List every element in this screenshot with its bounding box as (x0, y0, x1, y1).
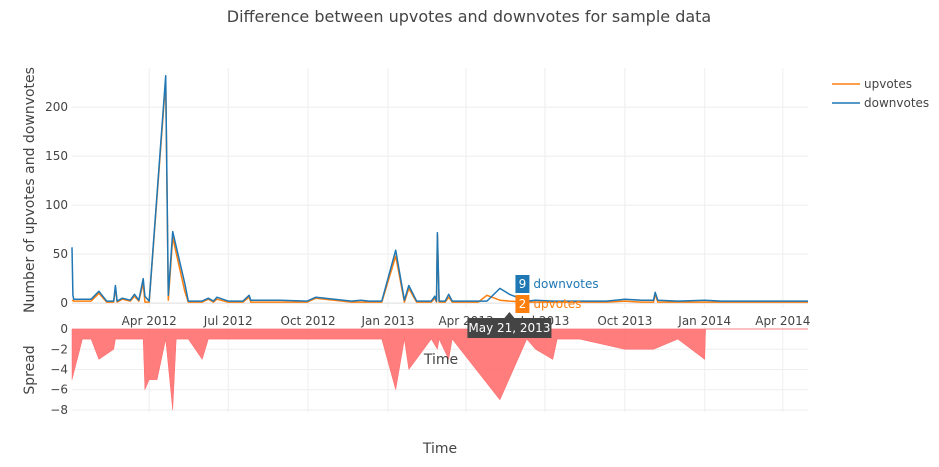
x-tick-label: Apr 2012 (122, 314, 177, 328)
spread-area-fill[interactable] (71, 328, 808, 411)
top-y-axis-title: Number of upvotes and downvotes (22, 67, 38, 313)
top-y-tick-label: 0 (60, 296, 68, 310)
bottom-y-tick-label: 0 (60, 322, 68, 336)
x-tick-label: Oct 2012 (281, 314, 336, 328)
x-tick-label: Oct 2013 (597, 314, 652, 328)
top-y-tick-label: 200 (45, 100, 68, 114)
bottom-x-axis-title: Time (422, 441, 457, 457)
hover-value-box (515, 295, 530, 313)
x-tick-label: Jan 2014 (677, 314, 731, 328)
hover-tooltip: 9 downvotes 2 upvotes May 21, 2013 (467, 275, 599, 338)
hover-series-label: downvotes (533, 277, 598, 291)
spread-area[interactable] (71, 328, 808, 411)
legend[interactable]: upvotes downvotes (832, 77, 929, 110)
hover-date-label: May 21, 2013 (468, 321, 550, 335)
hover-value: 9 (519, 277, 527, 291)
chart-title: Difference between upvotes and downvotes… (227, 7, 711, 26)
bottom-y-tick-label: −8 (50, 403, 68, 417)
x-tick-label: Apr 2014 (755, 314, 810, 328)
series-line-downvotes[interactable] (71, 75, 808, 302)
top-gridlines (72, 68, 808, 308)
hover-value: 2 (519, 297, 527, 311)
bottom-y-tick-label: −4 (50, 363, 68, 377)
top-y-tick-label: 150 (45, 149, 68, 163)
top-y-tick-label: 50 (53, 247, 68, 261)
bottom-y-tick-label: −2 (50, 342, 68, 356)
legend-label-downvotes[interactable]: downvotes (864, 96, 929, 110)
series-line-upvotes[interactable] (71, 79, 808, 303)
bottom-y-axis-title: Spread (22, 345, 38, 394)
top-x-tick-labels: Apr 2012 Jul 2012 Oct 2012 Jan 2013 Apr 2013… (122, 314, 811, 328)
bottom-y-tick-label: −6 (50, 383, 68, 397)
hover-value-box (515, 275, 530, 293)
top-y-tick-labels: 0 50 100 150 200 (45, 100, 68, 310)
hover-date-pointer (504, 312, 515, 318)
hover-date-box (467, 318, 552, 338)
x-tick-label: Jul 2012 (203, 314, 253, 328)
hover-series-label: upvotes (533, 297, 581, 311)
series-lines[interactable] (71, 75, 808, 303)
top-x-axis-title: Time (423, 352, 458, 368)
x-tick-label: Jan 2013 (360, 314, 414, 328)
bottom-y-tick-labels: 0 −2 −4 −6 −8 (50, 322, 68, 417)
top-y-tick-label: 100 (45, 198, 68, 212)
legend-label-upvotes[interactable]: upvotes (864, 77, 912, 91)
